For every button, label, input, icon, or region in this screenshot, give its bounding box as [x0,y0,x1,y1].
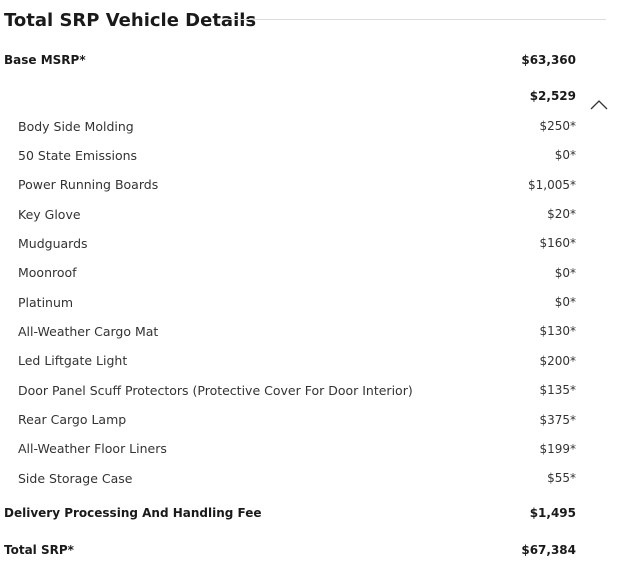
option-row: Platinum $0* [18,292,576,312]
price: $2,529 [529,89,576,103]
collapse-icon[interactable] [590,99,608,111]
option-row: Key Glove $20* [18,204,576,224]
price: $160* [539,236,576,251]
option-row: Side Storage Case $55* [18,468,576,488]
base-row: Base MSRP* $63,360 [4,50,576,70]
label: Body Side Molding [18,118,134,134]
label: Base MSRP* [4,53,86,67]
options-row[interactable]: $2,529 [4,86,576,106]
label: Mudguards [18,235,88,251]
option-row: All-Weather Cargo Mat $130* [18,321,576,341]
label: Side Storage Case [18,470,133,486]
option-row: Moonroof $0* [18,263,576,283]
divider [228,19,606,20]
label: Led Liftgate Light [18,353,128,369]
option-row: All-Weather Floor Liners $199* [18,439,576,459]
price: $1,005* [528,177,576,192]
option-row: Power Running Boards $1,005* [18,175,576,195]
label: Door Panel Scuff Protectors (Protective … [18,382,413,398]
label: Moonroof [18,265,77,281]
delivery-row: Delivery Processing And Handling Fee $1,4… [4,503,576,523]
option-row: 50 State Emissions $0* [18,145,576,165]
label: All-Weather Floor Liners [18,441,167,457]
price: $130* [539,324,576,339]
price: $375* [539,412,576,427]
label: Key Glove [18,206,81,222]
price: $200* [539,353,576,368]
price: $0* [554,265,576,280]
option-row: Led Liftgate Light $200* [18,351,576,371]
label: Platinum [18,294,74,310]
price: $20* [547,207,576,222]
option-row: Body Side Molding $250* [18,116,576,136]
label: Delivery Processing And Handling Fee [4,506,262,520]
price: $135* [539,383,576,398]
title: Total SRP Vehicle Details [4,10,257,31]
label: Power Running Boards [18,177,159,193]
price: $63,360 [521,53,576,67]
price: $250* [539,119,576,133]
option-row: Door Panel Scuff Protectors (Protective … [18,380,576,400]
option-row: Mudguards $160* [18,233,576,253]
price: $0* [554,295,576,310]
label: 50 State Emissions [18,147,138,163]
total-row: Total SRP* $67,384 [4,540,576,560]
label: Rear Cargo Lamp [18,412,127,427]
price: $55* [547,471,576,486]
option-row: Rear Cargo Lamp $375* [18,410,576,430]
price: $67,384 [521,543,576,557]
price: $199* [539,441,576,456]
label: Total SRP* [4,543,74,557]
price: $0* [554,148,576,163]
price: $1,495 [529,506,576,520]
label: All-Weather Cargo Mat [18,323,159,339]
